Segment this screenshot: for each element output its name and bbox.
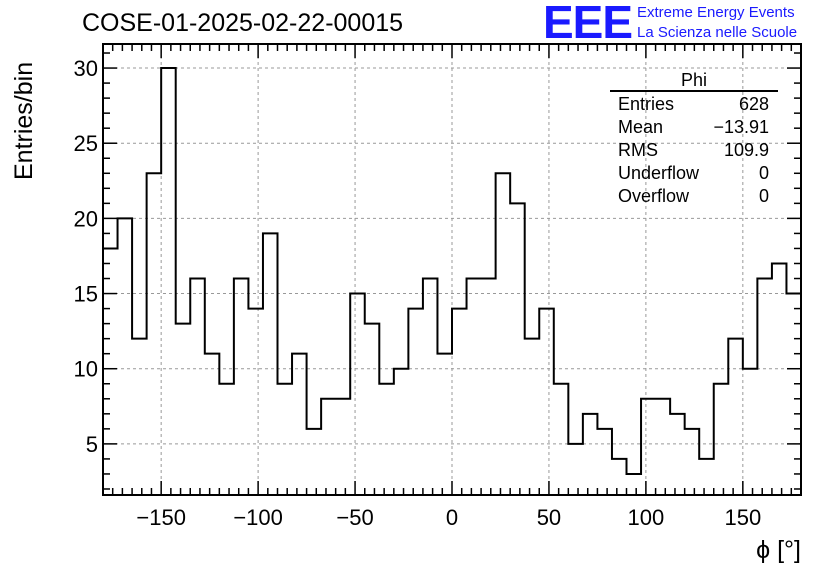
x-tick-label: 0	[446, 505, 458, 530]
grid	[103, 44, 801, 495]
stats-box: Phi Entries 628 Mean −13.91 RMS 109.9 Un…	[610, 70, 778, 206]
stats-value-rms: 109.9	[724, 140, 769, 160]
y-tick-label: 25	[74, 131, 98, 156]
x-tick-label: −50	[336, 505, 373, 530]
y-tick-label: 10	[74, 357, 98, 382]
stats-value-underflow: 0	[759, 163, 769, 183]
axis-ticks	[103, 44, 801, 495]
y-axis-title: Entries/bin	[10, 62, 38, 180]
stats-label-rms: RMS	[618, 140, 658, 160]
y-tick-labels: 5 10 15 20 25 30	[74, 56, 98, 457]
x-tick-label: −150	[136, 505, 186, 530]
stats-box-name: Phi	[681, 70, 707, 90]
x-tick-label: −100	[233, 505, 283, 530]
stats-value-mean: −13.91	[713, 117, 769, 137]
stats-value-entries: 628	[739, 94, 769, 114]
y-tick-label: 20	[74, 206, 98, 231]
x-axis-title: ϕ [°]	[756, 536, 801, 564]
x-tick-labels: −150 −100 −50 0 50 100 150	[136, 505, 761, 530]
y-tick-label: 15	[74, 282, 98, 307]
logo-mark: EEE	[543, 0, 633, 48]
histogram-line	[103, 67, 801, 475]
stats-label-entries: Entries	[618, 94, 674, 114]
chart-title: COSE-01-2025-02-22-00015	[82, 9, 404, 37]
stats-label-mean: Mean	[618, 117, 663, 137]
x-tick-label: 50	[537, 505, 561, 530]
stats-label-underflow: Underflow	[618, 163, 700, 183]
stats-label-overflow: Overflow	[618, 186, 690, 206]
y-tick-label: 30	[74, 56, 98, 81]
stats-value-overflow: 0	[759, 186, 769, 206]
logo-text-line1: Extreme Energy Events	[637, 4, 795, 21]
x-tick-label: 100	[628, 505, 665, 530]
x-tick-label: 150	[724, 505, 761, 530]
y-tick-label: 5	[86, 432, 98, 457]
logo-text-line2: La Scienza nelle Scuole	[637, 24, 798, 41]
